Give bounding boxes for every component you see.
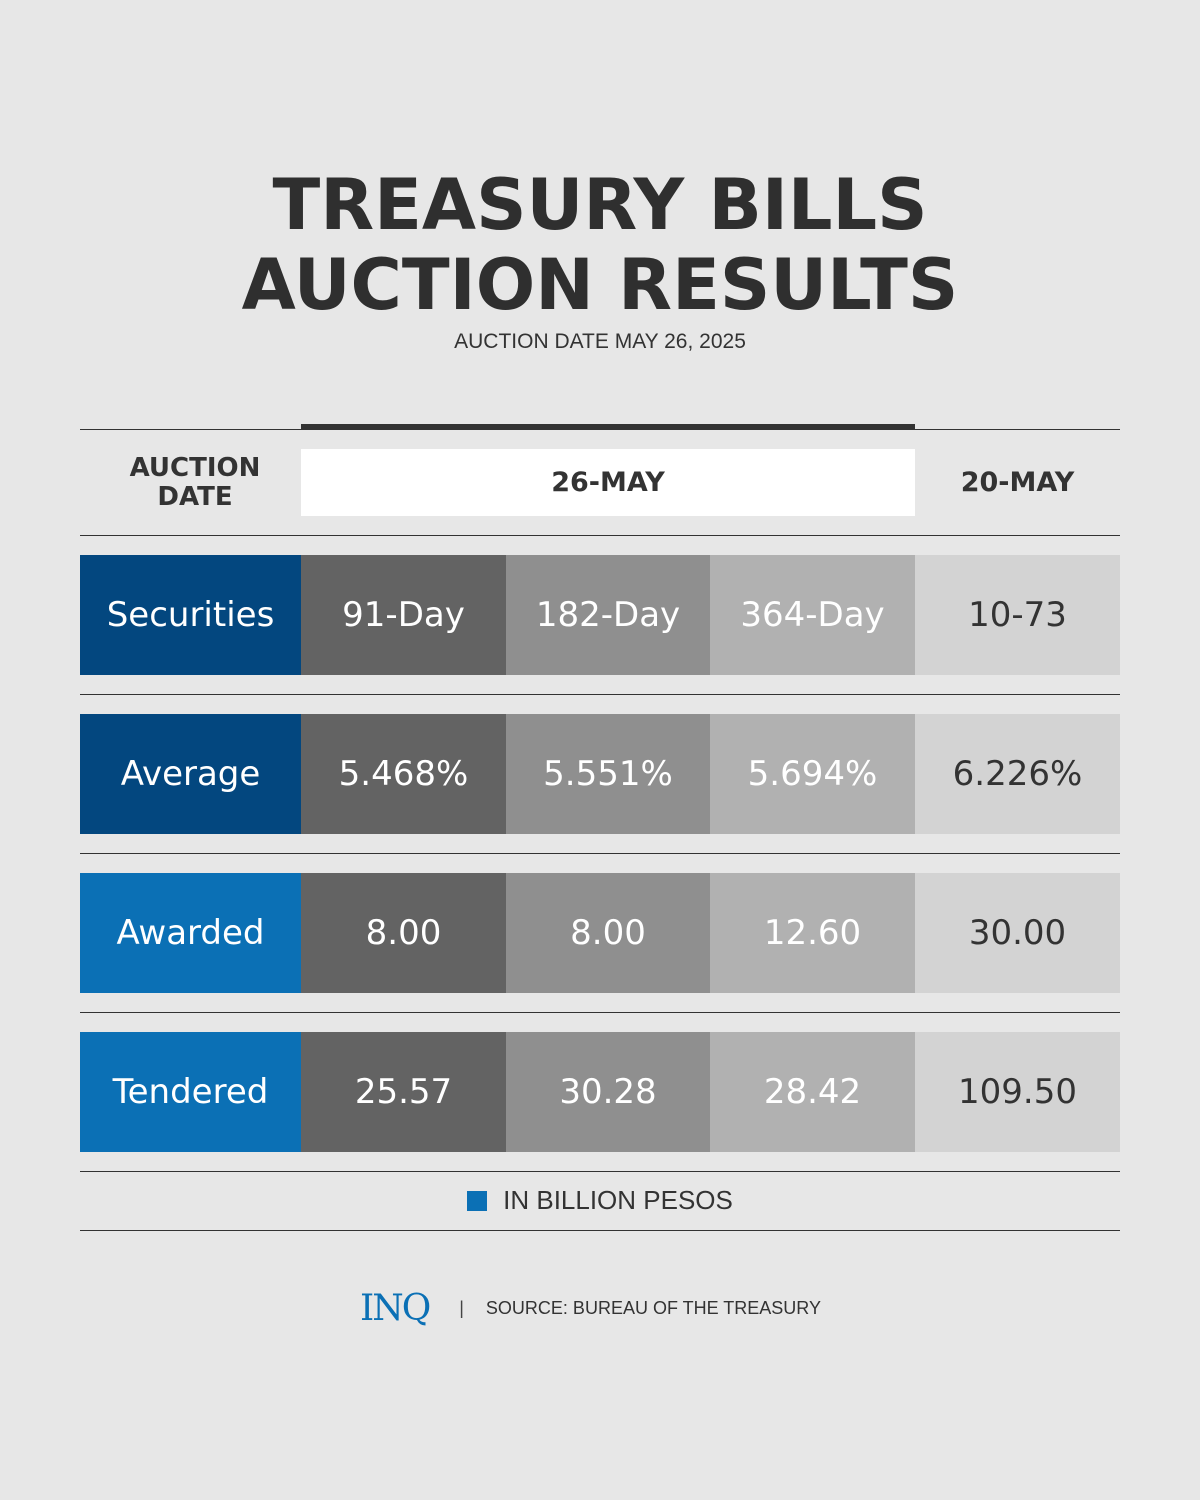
cell-364-day: 5.694% (710, 714, 915, 834)
cell-91-day: 25.57 (301, 1032, 506, 1152)
current-date-header: 26-MAY (301, 449, 915, 516)
table-row-securities: Securities 91-Day 182-Day 364-Day 10-73 (80, 555, 1120, 675)
cell-previous: 6.226% (915, 714, 1120, 834)
table-row-tendered: Tendered 25.57 30.28 28.42 109.50 (80, 1032, 1120, 1152)
cell-182-day: 8.00 (506, 873, 710, 993)
table-row-awarded: Awarded 8.00 8.00 12.60 30.00 (80, 873, 1120, 993)
auction-date-subtitle: AUCTION DATE MAY 26, 2025 (454, 330, 746, 353)
footer-separator: | (459, 1298, 464, 1318)
cell-previous: 30.00 (915, 873, 1120, 993)
cell-previous: 109.50 (915, 1032, 1120, 1152)
cell-91-day: 8.00 (301, 873, 506, 993)
footer: INQ | SOURCE: BUREAU OF THE TREASURY (360, 1288, 821, 1329)
auction-date-label-line1: AUCTION (129, 453, 261, 483)
divider (80, 694, 1120, 695)
legend: IN BILLION PESOS (0, 1185, 1200, 1216)
current-period-bar (301, 424, 915, 429)
divider (80, 429, 1120, 430)
cell-182-day: 30.28 (506, 1032, 710, 1152)
legend-text: IN BILLION PESOS (503, 1185, 733, 1215)
title-line-1: TREASURY BILLS (272, 164, 928, 246)
cell-previous: 10-73 (915, 555, 1120, 675)
divider (80, 1171, 1120, 1172)
previous-date-header: 20-MAY (960, 467, 1075, 498)
row-label: Average (80, 714, 301, 834)
inq-logo: INQ (360, 1288, 431, 1329)
cell-91-day: 91-Day (301, 555, 506, 675)
cell-364-day: 28.42 (710, 1032, 915, 1152)
auction-date-label-line2: DATE (157, 482, 233, 512)
title-line-2: AUCTION RESULTS (241, 244, 959, 326)
row-label: Tendered (80, 1032, 301, 1152)
cell-364-day: 364-Day (710, 555, 915, 675)
divider (80, 1230, 1120, 1231)
row-label: Securities (80, 555, 301, 675)
auction-date-label: AUCTION DATE (80, 454, 310, 512)
divider (80, 535, 1120, 536)
cell-182-day: 5.551% (506, 714, 710, 834)
cell-91-day: 5.468% (301, 714, 506, 834)
source-text: SOURCE: BUREAU OF THE TREASURY (485, 1298, 821, 1318)
divider (80, 853, 1120, 854)
legend-swatch-icon (467, 1190, 488, 1211)
divider (80, 1012, 1120, 1013)
cell-364-day: 12.60 (710, 873, 915, 993)
page-title: TREASURY BILLS AUCTION RESULTS (0, 165, 1200, 325)
row-label: Awarded (80, 873, 301, 993)
table-row-average: Average 5.468% 5.551% 5.694% 6.226% (80, 714, 1120, 834)
cell-182-day: 182-Day (506, 555, 710, 675)
